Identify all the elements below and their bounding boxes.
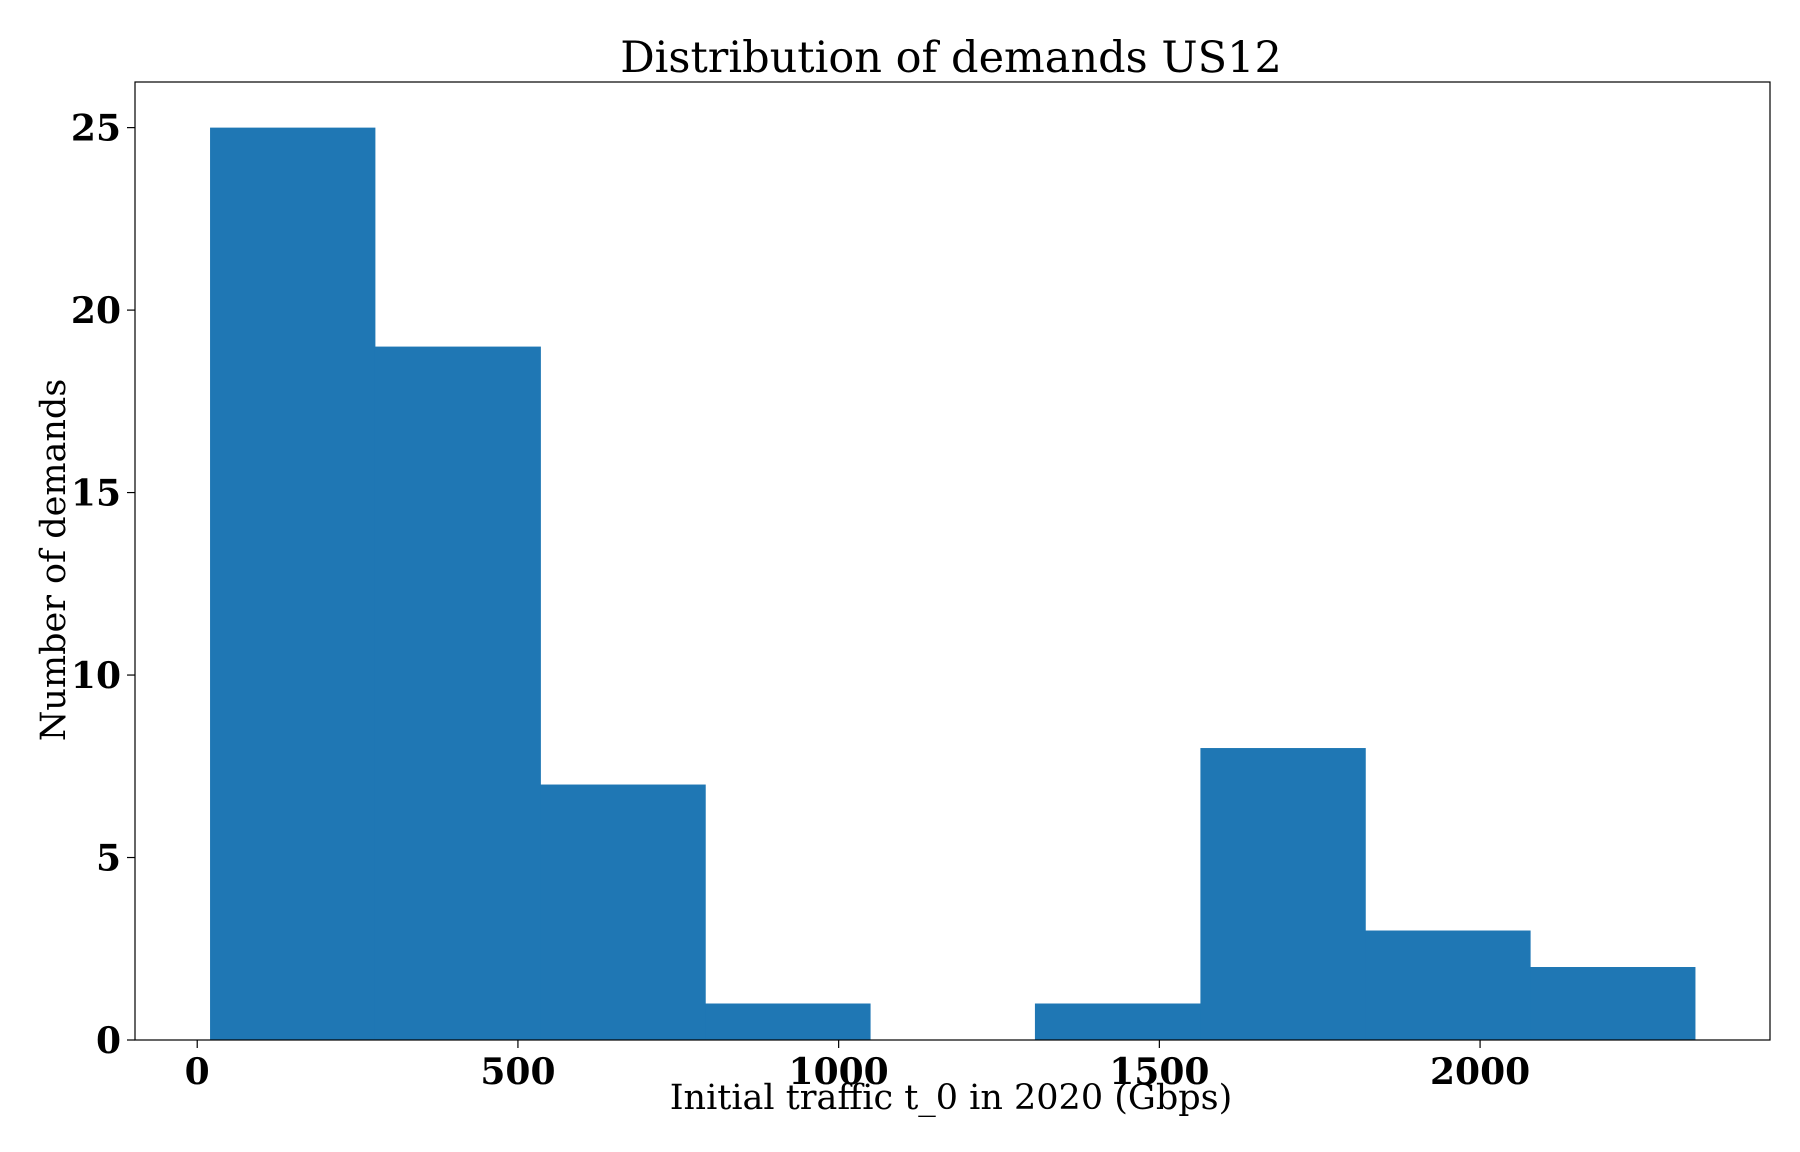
- y-tick-label: 15: [71, 473, 121, 515]
- x-tick-label: 2000: [1430, 1051, 1530, 1093]
- histogram-bar: [374, 346, 541, 1041]
- histogram-bar: [705, 1003, 871, 1040]
- histogram-bar: [210, 127, 376, 1041]
- y-tick-label: 0: [96, 1020, 121, 1062]
- x-tick-label: 500: [480, 1051, 555, 1093]
- histogram-bar: [540, 784, 706, 1040]
- histogram-bar: [1200, 748, 1366, 1040]
- x-tick-label: 1500: [1109, 1051, 1209, 1093]
- bars-group: [210, 127, 1696, 1041]
- y-tick-label: 10: [71, 655, 121, 697]
- histogram-bar: [1530, 967, 1696, 1040]
- histogram-bar: [1365, 930, 1531, 1040]
- y-axis: 0 5 10 15 20 25: [71, 108, 135, 1062]
- x-tick-label: 1000: [789, 1051, 889, 1093]
- x-axis-label: Initial traffic t_0 in 2020 (Gbps): [670, 1078, 1233, 1118]
- y-tick-label: 20: [71, 290, 121, 332]
- x-tick-label: 0: [185, 1051, 210, 1093]
- chart-title: Distribution of demands US12: [620, 33, 1282, 83]
- y-tick-label: 5: [96, 838, 121, 880]
- x-axis: 0 500 1000 1500 2000: [185, 1040, 1530, 1093]
- y-axis-label: Number of demands: [34, 379, 74, 742]
- plot-frame: [134, 81, 1771, 1041]
- histogram-bar: [1034, 1003, 1201, 1040]
- y-tick-label: 25: [71, 108, 121, 150]
